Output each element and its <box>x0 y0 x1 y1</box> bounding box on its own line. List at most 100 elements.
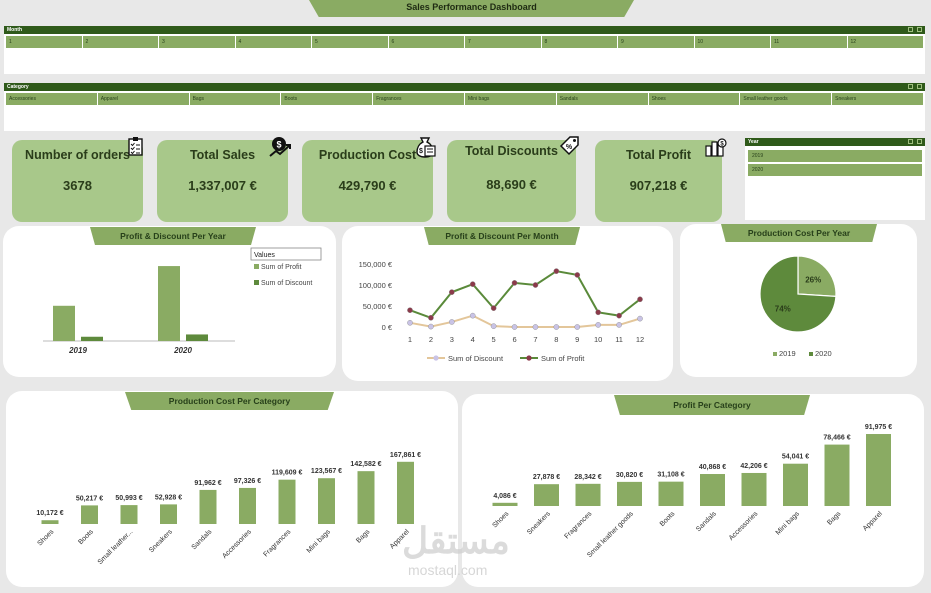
profit-per-category-card: 4,086 € Shoes 27,878 € Sneakers 28,342 € Frag… <box>462 394 924 587</box>
legend-marker <box>526 355 532 361</box>
data-label: 91,975 € <box>865 424 892 431</box>
month-item[interactable]: 4 <box>235 36 311 48</box>
x-tick-label: 2019 <box>68 346 87 355</box>
bar <box>199 489 217 524</box>
x-tick-label: Accessories <box>221 528 253 560</box>
bar <box>41 520 59 524</box>
category-item[interactable]: Mini bags <box>464 93 556 105</box>
x-tick-label: Boots <box>77 528 95 546</box>
x-tick-label: Sandals <box>191 528 214 551</box>
category-item[interactable]: Accessories <box>6 93 97 105</box>
x-tick-label: Bags <box>826 510 843 527</box>
category-item[interactable]: Boots <box>281 93 373 105</box>
data-label: 30,820 € <box>616 472 643 479</box>
kpi-production-cost: Production Cost 429,790 € $ <box>302 137 436 222</box>
watermark-arabic: مستقل <box>402 520 510 561</box>
money-bag-icon: $ <box>416 137 436 158</box>
x-tick-label: 1 <box>408 335 412 344</box>
point-discount <box>595 322 601 328</box>
svg-text:%: % <box>566 144 573 151</box>
bar <box>81 505 98 524</box>
legend-swatch <box>254 280 259 285</box>
clear-filter-icon[interactable] <box>917 84 922 89</box>
data-label: 123,567 € <box>311 468 342 475</box>
month-item[interactable]: 9 <box>618 36 694 48</box>
pie-slice-2019 <box>797 255 837 298</box>
clipboard-icon <box>128 137 143 156</box>
year-slicer[interactable]: Year 2019 2020 <box>745 138 925 220</box>
y-tick-label: 150,000 € <box>359 260 393 269</box>
profit-discount-per-month-card: 150,000 €100,000 €50,000 €0 €1 2 3 4 5 6 7 8 9 10… <box>342 226 673 381</box>
x-tick-label: Sneakers <box>526 510 552 536</box>
multi-select-icon[interactable] <box>908 139 913 144</box>
legend-swatch <box>254 264 259 269</box>
bar <box>534 484 559 506</box>
x-tick-label: 11 <box>615 335 623 344</box>
x-tick-label: Sandals <box>695 510 718 533</box>
profit-discount-per-month-chart: 150,000 €100,000 €50,000 €0 €1 2 3 4 5 6 7 8 9 10… <box>359 260 645 363</box>
data-label: 42,206 € <box>740 463 767 470</box>
kpi-total-discounts: Total Discounts 88,690 € % <box>447 136 579 222</box>
month-item[interactable]: 11 <box>771 36 847 48</box>
bar <box>492 502 518 506</box>
x-tick-label: Fragrances <box>563 510 593 540</box>
point-profit <box>469 281 476 287</box>
x-tick-label: Mini bags <box>775 510 801 536</box>
multi-select-icon[interactable] <box>908 84 913 89</box>
production-cost-per-category-card: 10,172 € Shoes 50,217 € Boots 50,993 € Small … <box>6 391 458 587</box>
bar <box>318 478 335 524</box>
month-item[interactable]: 7 <box>465 36 541 48</box>
month-item[interactable]: 2 <box>82 36 158 48</box>
month-item[interactable]: 8 <box>541 36 617 48</box>
legend-label: Sum of Profit <box>541 354 585 363</box>
data-label: 27,878 € <box>533 474 560 481</box>
multi-select-icon[interactable] <box>908 27 913 32</box>
point-profit <box>574 272 581 278</box>
category-item[interactable]: Bags <box>189 93 281 105</box>
category-item[interactable]: Sneakers <box>832 93 923 105</box>
month-item[interactable]: 12 <box>847 36 923 48</box>
year-item-2020[interactable]: 2020 <box>748 164 922 176</box>
month-item[interactable]: 3 <box>159 36 235 48</box>
clear-filter-icon[interactable] <box>917 27 922 32</box>
month-slicer[interactable]: Month 1 2 3 4 5 6 7 8 9 10 11 12 <box>4 26 925 74</box>
category-item[interactable]: Small leather goods <box>740 93 832 105</box>
category-slicer[interactable]: Category Accessories Apparel Bags Boots Frag… <box>4 83 925 131</box>
category-item[interactable]: Sandals <box>556 93 648 105</box>
category-item[interactable]: Apparel <box>97 93 189 105</box>
bar <box>783 463 808 506</box>
x-tick-label: Fragrances <box>262 528 292 558</box>
kpi-value: 429,790 € <box>338 178 397 193</box>
x-tick-label: 10 <box>594 335 602 344</box>
bar <box>160 504 177 524</box>
legend-label: Sum of Discount <box>261 280 312 287</box>
point-discount <box>511 324 518 330</box>
x-tick-label: Sneakers <box>148 528 174 554</box>
production-cost-per-category-chart: 10,172 € Shoes 50,217 € Boots 50,993 € Small … <box>36 452 421 566</box>
bar <box>741 472 767 506</box>
data-label: 40,868 € <box>699 464 726 471</box>
kpi-number-of-orders: Number of orders 3678 <box>12 137 143 222</box>
year-item-2019[interactable]: 2019 <box>748 150 922 162</box>
point-discount <box>532 324 539 330</box>
clear-filter-icon[interactable] <box>917 139 922 144</box>
category-slicer-header: Category <box>7 84 29 90</box>
month-item[interactable]: 6 <box>388 36 464 48</box>
category-item[interactable]: Shoes <box>648 93 740 105</box>
svg-text:$: $ <box>720 142 724 148</box>
month-item[interactable]: 5 <box>312 36 388 48</box>
category-item[interactable]: Fragrances <box>373 93 464 105</box>
data-label: 91,962 € <box>194 480 221 487</box>
x-tick-label: Shoes <box>36 528 55 547</box>
bar-profit-2019 <box>53 305 75 341</box>
bar <box>278 479 296 524</box>
point-discount <box>407 320 413 326</box>
month-item[interactable]: 1 <box>6 36 82 48</box>
x-tick-label: Small leather... <box>97 528 135 566</box>
profit-per-category-title: Profit Per Category <box>614 395 810 415</box>
coins-icon: $ <box>705 138 727 157</box>
x-tick-label: 12 <box>636 335 644 344</box>
kpi-label: Total Discounts <box>465 144 558 158</box>
month-item[interactable]: 10 <box>694 36 770 48</box>
